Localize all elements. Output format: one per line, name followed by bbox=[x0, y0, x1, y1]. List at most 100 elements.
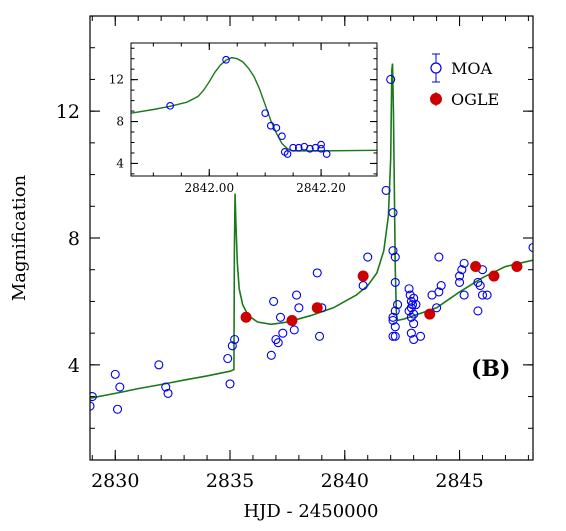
main-moa-point bbox=[230, 334, 240, 345]
main-x-tick-label: 2830 bbox=[91, 470, 139, 492]
inset-y-tick-label: 4 bbox=[116, 156, 124, 170]
inset-x-tick-label: 2842.00 bbox=[184, 181, 234, 195]
main-x-tick-label: 2845 bbox=[435, 470, 483, 492]
main-moa-point bbox=[227, 341, 237, 351]
main-moa-point bbox=[454, 271, 465, 281]
legend-moa-label: MOA bbox=[451, 59, 493, 78]
inset-plot: 2842.00 2842.20 4 8 12 bbox=[109, 42, 378, 195]
main-moa-point bbox=[223, 353, 233, 364]
main-moa-point bbox=[409, 309, 419, 319]
legend-moa-marker bbox=[430, 62, 442, 74]
main-moa-point bbox=[390, 322, 400, 332]
inset-moa-point bbox=[311, 143, 320, 152]
inset-background bbox=[131, 43, 377, 176]
main-moa-point bbox=[390, 277, 400, 287]
inset-moa-point bbox=[294, 143, 303, 152]
main-moa-point bbox=[404, 284, 414, 294]
main-y-axis: 4 8 12 bbox=[56, 15, 533, 461]
main-model-curve bbox=[90, 63, 533, 399]
main-moa-point bbox=[388, 331, 398, 341]
main-moa-point bbox=[388, 246, 398, 256]
main-moa-point bbox=[528, 242, 533, 253]
main-moa-point bbox=[386, 74, 396, 84]
main-moa-point bbox=[273, 338, 283, 348]
main-ogle-point bbox=[470, 261, 482, 273]
inset-y-tick-label: 8 bbox=[116, 115, 124, 129]
main-moa-point bbox=[278, 328, 288, 338]
main-moa-point bbox=[266, 350, 276, 360]
main-ogle-point bbox=[240, 311, 252, 323]
main-moa-point bbox=[390, 252, 400, 262]
main-moa-point bbox=[314, 331, 325, 341]
main-plot: 2830 2835 2840 2845 4 8 12 HJD - 2450000 Magn… bbox=[9, 15, 534, 522]
inset-moa-point bbox=[278, 132, 286, 141]
inset-moa-point bbox=[322, 150, 331, 158]
main-moa-point bbox=[459, 258, 469, 268]
inset-x-tick-label: 2842.20 bbox=[296, 181, 346, 195]
main-moa-point bbox=[454, 277, 465, 287]
main-moa-point bbox=[436, 281, 446, 291]
main-moa-point bbox=[161, 382, 171, 392]
main-x-axis: 2830 2835 2840 2845 bbox=[91, 16, 529, 492]
main-moa-point bbox=[406, 328, 416, 338]
main-moa-point bbox=[115, 382, 125, 392]
main-moa-point bbox=[390, 331, 400, 341]
main-moa-point bbox=[409, 293, 419, 303]
main-moa-point bbox=[432, 303, 442, 313]
main-moa-point bbox=[363, 252, 373, 262]
main-moa-point bbox=[415, 331, 426, 341]
inset-moa-point bbox=[317, 140, 325, 149]
main-moa-point bbox=[477, 290, 488, 300]
inset-moa-point bbox=[289, 143, 297, 152]
main-moa-point bbox=[312, 268, 322, 278]
main-moa-point bbox=[411, 300, 421, 310]
main-x-tick-label: 2840 bbox=[321, 470, 369, 492]
main-moa-point bbox=[110, 369, 120, 379]
inset-x-axis: 2842.00 2842.20 bbox=[152, 43, 378, 195]
main-moa-point bbox=[434, 287, 444, 297]
main-ogle-point bbox=[357, 270, 369, 282]
main-ogle-point bbox=[488, 270, 500, 282]
main-moa-point bbox=[459, 290, 469, 300]
main-moa-point bbox=[409, 319, 419, 329]
x-axis-label: HJD - 2450000 bbox=[243, 501, 378, 522]
main-ogle-point bbox=[311, 302, 323, 314]
main-moa-point bbox=[275, 312, 286, 322]
main-moa-point bbox=[388, 315, 398, 326]
inset-moa-point bbox=[272, 123, 281, 132]
main-moa-point bbox=[390, 306, 400, 316]
main-moa-point bbox=[225, 379, 235, 389]
main-moa-point bbox=[388, 208, 398, 218]
inset-model-curve bbox=[131, 56, 377, 152]
main-moa-point bbox=[112, 404, 123, 414]
main-plot-area bbox=[90, 63, 533, 414]
main-y-tick-label: 12 bbox=[56, 101, 80, 123]
main-ogle-point bbox=[286, 314, 298, 326]
inset-frame bbox=[130, 42, 378, 177]
main-moa-point bbox=[269, 296, 279, 306]
legend-entry-ogle: OGLE bbox=[430, 90, 499, 109]
inset-y-tick-label: 12 bbox=[109, 73, 124, 87]
main-moa-point bbox=[90, 401, 95, 411]
inset-moa-point bbox=[166, 101, 174, 110]
main-moa-point bbox=[457, 265, 467, 275]
inset-y-axis: 4 8 12 bbox=[109, 47, 377, 175]
main-moa-point bbox=[154, 360, 164, 370]
legend: MOA OGLE bbox=[430, 53, 499, 109]
y-axis-label: Magnification bbox=[9, 174, 30, 301]
legend-ogle-label: OGLE bbox=[451, 90, 499, 109]
main-moa-point bbox=[381, 185, 391, 195]
main-moa-point bbox=[289, 325, 299, 335]
main-moa-point bbox=[294, 303, 304, 313]
inset-moa-point bbox=[222, 55, 230, 64]
main-y-tick-label: 4 bbox=[68, 355, 80, 377]
main-moa-point bbox=[475, 281, 485, 291]
main-ogle-point bbox=[424, 308, 436, 320]
inset-plot-area bbox=[131, 55, 377, 158]
main-moa-point bbox=[90, 392, 97, 402]
inset-moa-point bbox=[261, 109, 270, 118]
legend-entry-moa: MOA bbox=[430, 53, 493, 83]
inset-moa-point bbox=[283, 150, 292, 158]
main-moa-point bbox=[393, 300, 403, 310]
